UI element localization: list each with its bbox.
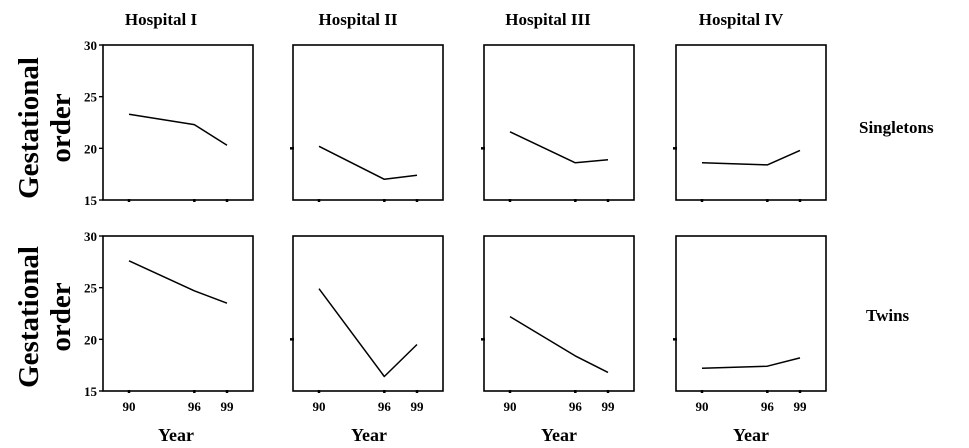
series-line (701, 149, 801, 166)
y-tick-label: 15 (84, 384, 98, 399)
x-tick-label: 90 (313, 399, 326, 414)
x-axis-label-2: Year (351, 425, 387, 445)
y-axis-label-line1: Gestational (13, 246, 45, 388)
col-title-hospital-2: Hospital II (319, 10, 398, 29)
col-title-hospital-1: Hospital I (125, 10, 198, 29)
panel-frame (102, 235, 254, 392)
y-tick-label: 30 (84, 229, 97, 244)
col-title-hospital-4: Hospital IV (699, 10, 784, 29)
panel-frame (292, 235, 444, 392)
panel-frame (483, 44, 635, 201)
row-label-singletons: Singletons (859, 118, 934, 137)
chart-panels: 15 20 25 30 15 20 25 30 90 96 99 90 96 99 90 96 99 90 96 99 (84, 38, 827, 414)
x-tick-label: 90 (504, 399, 517, 414)
y-axis-label-line2: order (45, 282, 77, 351)
panel-frame (292, 44, 444, 201)
x-tick-label: 99 (602, 399, 616, 414)
y-tick-label: 20 (84, 332, 97, 347)
y-axis-label-top: Gestational order (13, 57, 77, 199)
panel-frame (675, 44, 827, 201)
y-axis-label-line1: Gestational (13, 57, 45, 199)
y-axis-label-bottom: Gestational order (13, 246, 77, 388)
y-tick-label: 25 (84, 281, 98, 296)
y-axis-label-line2: order (45, 93, 77, 162)
series-line (128, 260, 228, 304)
panel-frame (102, 44, 254, 201)
y-tick-label: 30 (84, 38, 97, 53)
x-axis-label-4: Year (733, 425, 769, 445)
y-tick-label: 25 (84, 90, 98, 105)
x-tick-label: 96 (378, 399, 392, 414)
x-tick-label: 96 (188, 399, 202, 414)
x-tick-label: 99 (411, 399, 425, 414)
series-line (701, 357, 801, 370)
y-tick-label: 15 (84, 193, 98, 208)
y-tick-label: 20 (84, 141, 97, 156)
x-tick-label: 90 (696, 399, 709, 414)
panel-frame (675, 235, 827, 392)
x-tick-label: 96 (569, 399, 583, 414)
x-axis-label-1: Year (158, 425, 194, 445)
x-tick-label: 99 (794, 399, 808, 414)
col-title-hospital-3: Hospital III (505, 10, 591, 29)
x-tick-label: 96 (761, 399, 775, 414)
series-line (509, 315, 609, 374)
series-line (318, 145, 418, 181)
series-line (318, 288, 418, 378)
x-axis-label-3: Year (541, 425, 577, 445)
row-label-twins: Twins (866, 306, 910, 325)
series-line (128, 113, 228, 146)
panel-frame (483, 235, 635, 392)
series-line (509, 131, 609, 164)
x-tick-label: 99 (221, 399, 235, 414)
x-tick-label: 90 (123, 399, 136, 414)
